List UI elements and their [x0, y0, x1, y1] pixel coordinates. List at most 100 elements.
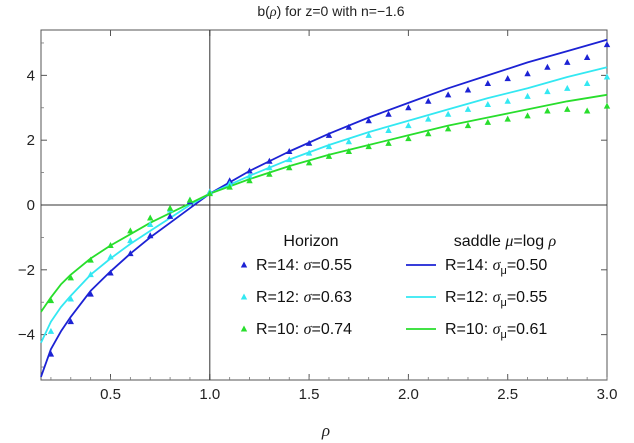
data-point: [67, 274, 74, 281]
y-tick-label: −4: [18, 327, 35, 344]
data-point: [226, 183, 233, 190]
legend-title-horizon: Horizon: [283, 233, 338, 250]
series-line-5: [40, 93, 608, 313]
data-point: [544, 107, 551, 114]
data-point: [504, 75, 511, 82]
data-point: [405, 122, 412, 129]
data-point: [67, 318, 74, 325]
data-point: [564, 84, 571, 91]
legend-line-label: R=14: σμ=0.50: [445, 257, 547, 277]
data-point: [425, 97, 432, 104]
data-point: [444, 110, 452, 117]
x-tick-label: 1.0: [199, 386, 220, 403]
data-point: [504, 115, 511, 122]
data-point: [107, 269, 114, 276]
x-tick-label: 2.5: [497, 386, 518, 403]
x-tick-label: 0.5: [100, 386, 121, 403]
data-point: [226, 180, 233, 187]
data-point: [385, 110, 392, 117]
data-point: [87, 256, 94, 263]
x-axis-ticks: 0.5 1.0 1.5 2.0 2.5 3.0: [50, 30, 618, 403]
legend-marker: [240, 325, 248, 332]
data-point: [564, 105, 571, 112]
data-point: [47, 327, 55, 334]
data-point: [603, 73, 611, 80]
legend-marker: [240, 293, 248, 300]
data-point: [325, 131, 333, 138]
legend-marker-label: R=12: σ=0.63: [256, 289, 352, 306]
data-point: [246, 177, 253, 184]
data-point: [47, 297, 55, 304]
data-point: [583, 79, 591, 86]
x-tick-label: 3.0: [597, 386, 618, 403]
data-point: [266, 164, 273, 171]
data-point: [425, 115, 432, 122]
data-point: [325, 152, 333, 159]
data-point: [266, 170, 273, 177]
y-tick-label: 0: [27, 197, 35, 214]
data-point: [544, 88, 551, 95]
data-point: [544, 63, 551, 70]
data-point: [127, 250, 134, 257]
data-point: [603, 41, 611, 48]
data-point: [524, 70, 531, 77]
data-point: [484, 79, 492, 86]
data-point: [246, 167, 253, 174]
legend-marker-label: R=10: σ=0.74: [256, 321, 352, 338]
data-point: [226, 177, 233, 184]
data-point: [147, 232, 154, 239]
legend: Horizon saddle μ=log ρ R=14: σ=0.55 R=12: σ…: [240, 233, 557, 341]
legend-line-label: R=12: σμ=0.55: [445, 289, 547, 309]
data-point: [464, 86, 472, 93]
data-point: [444, 91, 452, 98]
legend-title-saddle: saddle μ=log ρ: [454, 233, 557, 250]
data-point: [524, 92, 531, 99]
legend-marker: [240, 261, 248, 268]
data-point: [365, 117, 372, 124]
data-point: [345, 138, 353, 145]
data-point: [266, 157, 273, 164]
data-point: [286, 164, 293, 171]
data-point: [47, 350, 55, 357]
data-point: [186, 196, 194, 203]
data-point: [405, 135, 412, 142]
data-point: [484, 101, 492, 108]
data-point: [564, 58, 571, 65]
data-point: [405, 104, 412, 111]
y-tick-label: 4: [27, 67, 35, 84]
data-point: [484, 118, 492, 125]
series-points: [47, 41, 611, 357]
x-tick-label: 2.0: [398, 386, 419, 403]
data-point: [305, 159, 313, 166]
data-point: [464, 105, 472, 112]
data-point: [325, 143, 333, 150]
data-point: [147, 214, 154, 221]
data-point: [464, 122, 472, 129]
data-point: [345, 148, 353, 155]
x-tick-label: 1.5: [299, 386, 320, 403]
data-point: [87, 271, 94, 278]
data-point: [127, 237, 134, 244]
data-point: [524, 112, 531, 119]
data-point: [147, 220, 154, 227]
data-point: [345, 123, 353, 130]
data-point: [305, 149, 313, 156]
data-point: [305, 139, 313, 146]
data-point: [67, 295, 74, 302]
legend-line-label: R=10: σμ=0.61: [445, 321, 547, 341]
data-point: [385, 139, 392, 146]
data-point: [246, 172, 253, 179]
data-point: [87, 290, 94, 297]
reference-lines: [41, 30, 607, 380]
data-point: [365, 131, 372, 138]
data-point: [504, 97, 511, 104]
data-point: [206, 190, 214, 197]
data-point: [127, 227, 134, 234]
y-axis-ticks: −4 −2 0 2 4: [18, 42, 607, 368]
data-point: [365, 143, 372, 150]
data-point: [603, 102, 611, 109]
y-tick-label: 2: [27, 132, 35, 149]
y-tick-label: −2: [18, 262, 35, 279]
data-point: [583, 54, 591, 61]
data-point: [444, 125, 452, 132]
